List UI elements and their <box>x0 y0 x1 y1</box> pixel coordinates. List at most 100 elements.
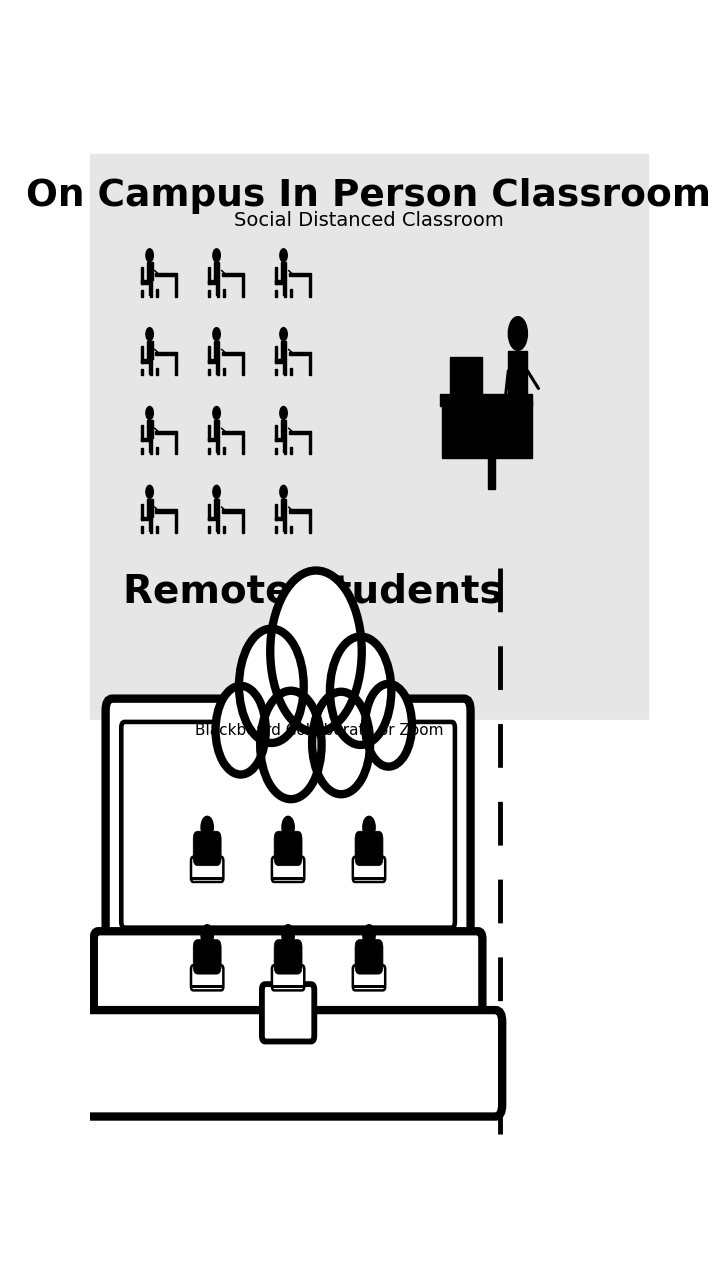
Bar <box>223 526 225 532</box>
Bar <box>207 448 210 454</box>
Bar <box>207 517 219 520</box>
Bar <box>222 352 244 356</box>
FancyBboxPatch shape <box>121 722 455 928</box>
Circle shape <box>213 328 220 340</box>
Bar <box>207 438 219 442</box>
Bar <box>290 447 292 454</box>
Bar <box>214 499 220 517</box>
Bar <box>223 369 225 375</box>
Circle shape <box>363 924 375 946</box>
Circle shape <box>365 684 412 767</box>
Circle shape <box>239 628 304 742</box>
Bar <box>274 268 276 284</box>
FancyBboxPatch shape <box>272 965 305 991</box>
Bar <box>140 346 143 362</box>
Bar <box>242 356 244 375</box>
Circle shape <box>146 328 153 340</box>
Bar <box>290 369 292 375</box>
Bar <box>156 352 177 356</box>
Bar <box>223 447 225 454</box>
Bar <box>284 442 286 454</box>
Text: Remote Students: Remote Students <box>123 572 503 611</box>
Bar <box>140 526 143 532</box>
Bar <box>156 526 158 532</box>
Bar <box>274 280 286 284</box>
Bar <box>274 360 286 362</box>
Circle shape <box>282 924 294 946</box>
Bar <box>281 499 287 517</box>
Bar <box>214 340 220 360</box>
Bar <box>150 520 152 532</box>
Bar <box>274 526 276 532</box>
Bar <box>156 430 177 434</box>
FancyBboxPatch shape <box>191 856 223 882</box>
Circle shape <box>201 817 213 838</box>
Bar <box>284 362 286 375</box>
Bar <box>150 362 152 375</box>
Bar <box>442 399 532 458</box>
Circle shape <box>280 328 287 340</box>
Bar <box>147 499 153 517</box>
Bar <box>488 454 495 489</box>
Bar <box>217 520 219 532</box>
Bar <box>309 434 311 454</box>
Bar <box>274 448 276 454</box>
Circle shape <box>280 485 287 498</box>
FancyBboxPatch shape <box>274 940 302 974</box>
Text: Blackboard Collaborate or Zoom: Blackboard Collaborate or Zoom <box>194 723 443 737</box>
Bar <box>207 504 210 520</box>
Bar <box>175 276 177 297</box>
Bar <box>439 394 532 406</box>
Circle shape <box>201 924 213 946</box>
Bar <box>281 340 287 360</box>
Bar <box>274 517 286 520</box>
Bar <box>147 262 153 280</box>
Bar <box>217 362 219 375</box>
Bar <box>90 154 648 721</box>
Bar <box>140 291 143 297</box>
Bar <box>156 273 177 276</box>
FancyBboxPatch shape <box>106 699 471 951</box>
Bar <box>175 356 177 375</box>
Text: Social Distanced Classroom: Social Distanced Classroom <box>234 211 504 230</box>
Bar <box>156 509 177 513</box>
Bar <box>309 356 311 375</box>
Bar <box>274 291 276 297</box>
FancyBboxPatch shape <box>353 856 385 882</box>
FancyBboxPatch shape <box>193 831 221 865</box>
Bar <box>175 434 177 454</box>
Bar <box>284 520 286 532</box>
FancyBboxPatch shape <box>355 940 383 974</box>
Circle shape <box>213 485 220 498</box>
Bar <box>140 517 152 520</box>
Circle shape <box>312 691 370 794</box>
Bar <box>289 352 311 356</box>
Circle shape <box>213 407 220 420</box>
FancyBboxPatch shape <box>191 965 223 991</box>
Bar <box>140 504 143 520</box>
FancyBboxPatch shape <box>274 831 302 865</box>
Bar <box>274 438 286 442</box>
Circle shape <box>508 316 528 351</box>
FancyBboxPatch shape <box>94 932 482 1030</box>
Bar <box>140 369 143 375</box>
Bar <box>207 369 210 375</box>
Bar <box>140 268 143 284</box>
Bar <box>217 284 219 297</box>
Bar <box>207 291 210 297</box>
Circle shape <box>280 248 287 262</box>
Circle shape <box>146 407 153 420</box>
Circle shape <box>330 636 392 745</box>
Bar <box>150 284 152 297</box>
Bar <box>281 420 287 438</box>
Circle shape <box>213 248 220 262</box>
Circle shape <box>270 571 361 732</box>
Bar <box>207 360 219 362</box>
Bar <box>207 526 210 532</box>
Bar <box>284 284 286 297</box>
Bar <box>150 442 152 454</box>
Bar <box>175 513 177 532</box>
Circle shape <box>363 817 375 838</box>
Bar <box>309 276 311 297</box>
Bar <box>449 357 482 399</box>
